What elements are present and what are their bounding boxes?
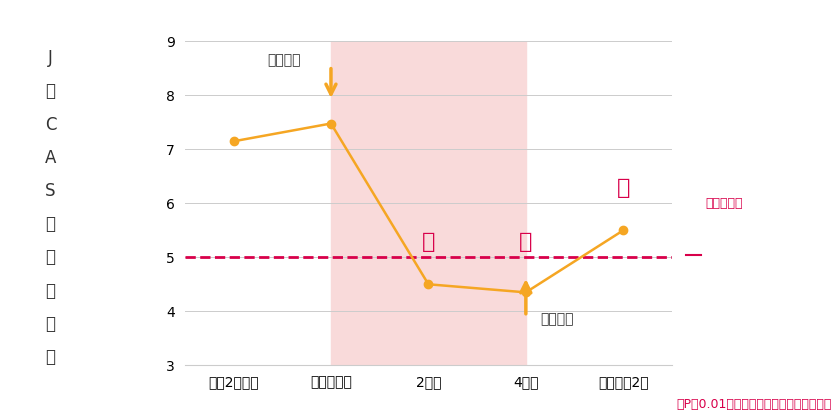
Text: 便秘の目安: 便秘の目安 xyxy=(705,197,743,210)
Text: ＊: ＊ xyxy=(519,232,533,252)
Text: J: J xyxy=(48,49,53,67)
Text: コ: コ xyxy=(45,315,55,333)
Text: 摂取開始: 摂取開始 xyxy=(268,54,301,67)
Bar xyxy=(331,42,526,365)
Text: －: － xyxy=(45,82,55,100)
Text: S: S xyxy=(45,182,55,200)
Text: C: C xyxy=(45,115,56,134)
Text: 平: 平 xyxy=(45,215,55,233)
Text: ス: ス xyxy=(45,281,55,300)
Text: 摂取終了: 摂取終了 xyxy=(540,312,574,326)
Text: ア: ア xyxy=(45,348,55,366)
Text: 均: 均 xyxy=(45,248,55,266)
Text: ＊: ＊ xyxy=(617,178,630,198)
Text: ＊P＜0.01　摂取前と比較して有意差あり: ＊P＜0.01 摂取前と比較して有意差あり xyxy=(676,398,832,411)
Text: ＊: ＊ xyxy=(422,232,435,252)
Text: A: A xyxy=(45,149,56,167)
